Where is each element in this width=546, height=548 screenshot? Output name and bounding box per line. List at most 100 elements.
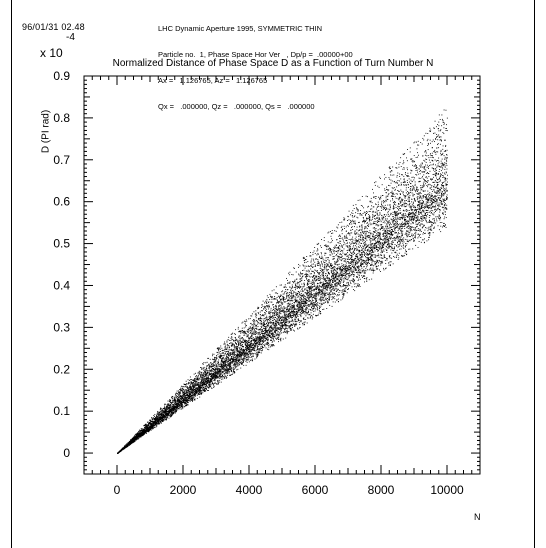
scatter-point [221, 367, 223, 369]
scatter-point [213, 364, 215, 366]
scatter-point [264, 326, 265, 327]
scatter-point [162, 413, 164, 415]
y-tick-label: 0.7 [53, 153, 70, 167]
scatter-point [181, 389, 183, 391]
scatter-point [231, 366, 233, 368]
scatter-point [166, 412, 167, 414]
scatter-point [232, 359, 234, 361]
scatter-point [239, 360, 241, 362]
scatter-point [220, 373, 222, 375]
scatter-point [267, 342, 269, 344]
scatter-point [260, 320, 262, 321]
scatter-point [135, 435, 137, 437]
scatter-point [164, 403, 166, 405]
scatter-point [230, 361, 232, 363]
scatter-point [140, 433, 142, 435]
scatter-point [243, 354, 245, 356]
scatter-point [182, 407, 184, 408]
scatter-point [228, 355, 230, 357]
scatter-point [268, 325, 270, 327]
scatter-point [240, 358, 241, 360]
scatter-point [157, 414, 159, 416]
scatter-point [202, 374, 203, 376]
scatter-point [157, 416, 158, 418]
scatter-point [194, 383, 196, 385]
scatter-point [230, 359, 232, 361]
scatter-point [219, 370, 221, 372]
scatter-point [230, 352, 231, 354]
scatter-point [185, 390, 187, 392]
scatter-point [202, 382, 204, 384]
scatter-point [255, 339, 257, 341]
scatter-point [147, 421, 149, 423]
scatter-point [266, 300, 268, 302]
scatter-point [250, 346, 252, 348]
scatter-point [152, 423, 154, 425]
scatter-point [171, 408, 173, 410]
scatter-point [246, 330, 248, 332]
scatter-point [235, 360, 237, 362]
scatter-point [171, 407, 173, 409]
scatter-point [168, 417, 170, 419]
scatter-point [142, 430, 144, 432]
scatter-point [218, 347, 219, 349]
scatter-point [237, 354, 239, 356]
scatter-point [132, 437, 134, 439]
scatter-point [228, 367, 230, 369]
scatter-point [185, 380, 187, 382]
scatter-point [170, 400, 172, 402]
scatter-point [252, 338, 254, 340]
scatter-point [152, 418, 154, 420]
scatter-point [239, 343, 241, 345]
scatter-point [257, 346, 259, 347]
scatter-point [256, 342, 257, 344]
scatter-point [213, 361, 215, 362]
scatter-point [251, 333, 253, 335]
scatter-point [220, 367, 222, 369]
scatter-point [182, 398, 184, 399]
scatter-point [168, 404, 170, 406]
scatter-point [167, 403, 169, 405]
scatter-point [187, 402, 189, 404]
scatter-point [151, 427, 153, 429]
scatter-point [267, 305, 269, 307]
scatter-point [173, 411, 174, 413]
scatter-point [258, 352, 260, 354]
scatter-point [225, 366, 227, 368]
scatter-point [205, 382, 207, 384]
scatter-point [199, 373, 201, 375]
scatter-point [180, 406, 181, 408]
scatter-point [202, 374, 204, 376]
scatter-point [208, 387, 210, 389]
scatter-point [196, 384, 198, 386]
scatter-point [190, 392, 192, 394]
scatter-point [269, 326, 271, 328]
scatter-point [167, 409, 169, 410]
scatter-point [179, 396, 181, 398]
scatter-point [263, 335, 265, 337]
scatter-point [237, 353, 238, 355]
scatter-point [208, 363, 210, 365]
scatter-point [212, 383, 214, 384]
scatter-point [141, 435, 143, 437]
scatter-point [189, 398, 191, 399]
scatter-point [208, 379, 210, 381]
scatter-point [263, 314, 264, 316]
scatter-point [182, 393, 184, 395]
scatter-point [160, 421, 162, 423]
scatter-point [154, 420, 156, 422]
scatter-point [266, 334, 268, 336]
scatter-point [263, 328, 265, 329]
scatter-point [184, 399, 186, 401]
scatter-point [230, 337, 232, 339]
scatter-point [211, 387, 212, 389]
scatter-point [236, 346, 238, 348]
scatter-point [265, 331, 267, 333]
scatter-point [164, 405, 165, 407]
scatter-point [204, 371, 206, 372]
scatter-point [176, 405, 178, 407]
scatter-point [141, 430, 143, 432]
scatter-point [147, 422, 149, 424]
scatter-point [146, 430, 148, 432]
scatter-point [215, 360, 217, 362]
